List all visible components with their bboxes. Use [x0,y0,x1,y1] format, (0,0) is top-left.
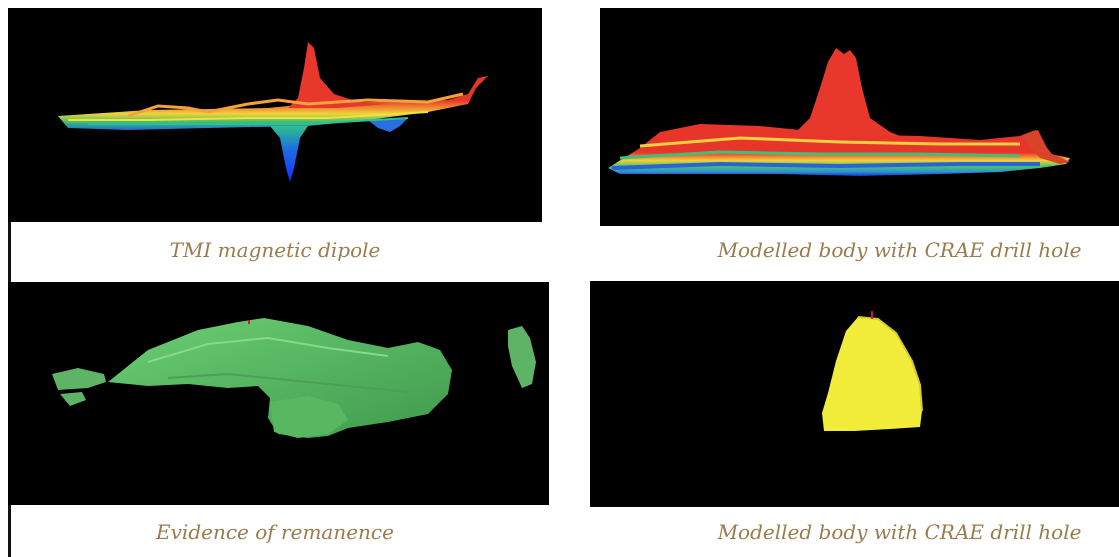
caption-evidence-of-remanence: Evidence of remanence [156,520,394,544]
panel-modelled-body-bottom [590,281,1119,507]
modelled-yellow-body [822,311,923,431]
modelled-body-surface-plot [608,48,1070,176]
caption-tmi-magnetic-dipole: TMI magnetic dipole [169,238,381,262]
panel-tmi-magnetic-dipole [8,8,542,222]
drill-hole-marker [871,311,873,319]
panel-evidence-of-remanence [8,282,549,505]
drill-hole-marker [248,320,250,324]
caption-modelled-body-bottom: Modelled body with CRAE drill hole [717,520,1082,544]
panel-modelled-body-top [600,8,1119,226]
frame-edge [8,505,11,557]
remanence-3d-body [52,318,536,438]
dipole-surface-plot [58,42,488,182]
caption-modelled-body-top: Modelled body with CRAE drill hole [717,238,1082,262]
frame-edge [8,222,11,282]
